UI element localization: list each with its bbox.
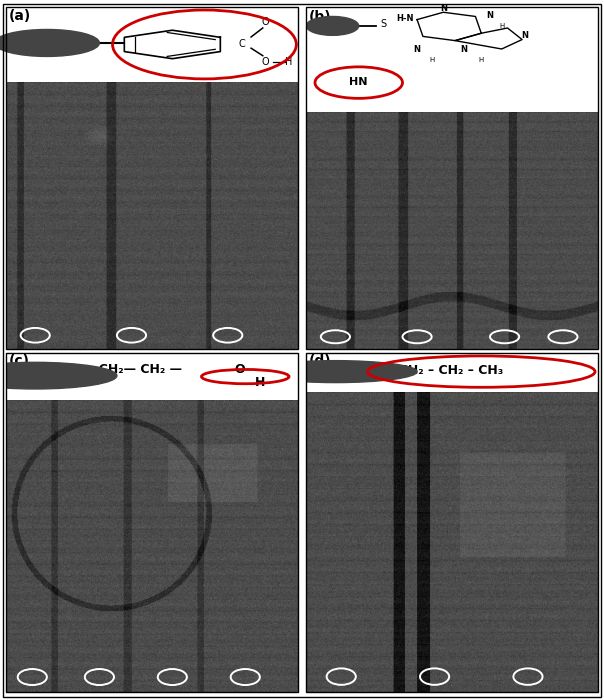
Text: N: N bbox=[521, 31, 528, 40]
Text: (b): (b) bbox=[309, 10, 332, 24]
Text: — CH₂ – CH₂ – CH₃: — CH₂ – CH₂ – CH₃ bbox=[382, 363, 503, 377]
Text: N: N bbox=[440, 4, 447, 13]
Text: H-N: H-N bbox=[397, 14, 414, 23]
Text: C: C bbox=[239, 38, 246, 49]
Text: (a): (a) bbox=[9, 9, 31, 23]
Text: N: N bbox=[460, 45, 467, 53]
Text: H: H bbox=[285, 57, 293, 67]
Circle shape bbox=[254, 360, 417, 383]
Text: H: H bbox=[499, 23, 504, 29]
Text: H: H bbox=[255, 376, 265, 389]
Text: S: S bbox=[381, 20, 387, 29]
Circle shape bbox=[0, 29, 100, 57]
Text: O: O bbox=[234, 363, 245, 376]
Text: H: H bbox=[429, 57, 434, 62]
Text: O: O bbox=[262, 57, 269, 67]
Text: HN: HN bbox=[350, 76, 368, 87]
Text: — CH₂— CH₂ —: — CH₂— CH₂ — bbox=[82, 363, 182, 376]
Text: N: N bbox=[486, 11, 493, 20]
Circle shape bbox=[306, 16, 359, 35]
Circle shape bbox=[0, 363, 117, 389]
Text: (d): (d) bbox=[309, 354, 332, 368]
Text: H: H bbox=[478, 57, 484, 62]
Text: N: N bbox=[414, 45, 420, 53]
Text: O: O bbox=[262, 17, 269, 27]
Text: (c): (c) bbox=[9, 354, 30, 368]
